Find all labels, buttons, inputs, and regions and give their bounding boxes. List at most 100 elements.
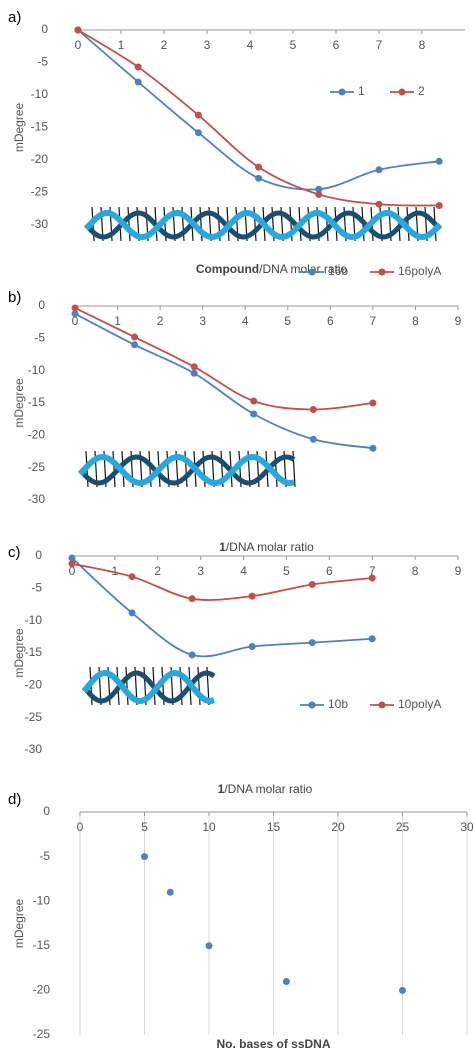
y-axis-label: mDegree xyxy=(12,899,26,949)
data-point xyxy=(190,369,198,377)
y-tick-label: -10 xyxy=(31,87,49,101)
x-tick-label: 7 xyxy=(376,38,383,52)
x-tick-label: 6 xyxy=(327,314,334,328)
y-tick-label: 0 xyxy=(41,22,48,36)
x-tick-label: 9 xyxy=(455,314,462,328)
data-point xyxy=(369,399,377,407)
data-point xyxy=(315,185,323,193)
panel-label: c) xyxy=(8,544,21,561)
data-point xyxy=(369,444,377,452)
y-tick-label: -30 xyxy=(28,492,46,506)
data-point xyxy=(128,573,136,581)
y-tick-label: -25 xyxy=(31,185,49,199)
x-tick-label: 3 xyxy=(197,564,204,578)
data-point xyxy=(166,888,174,896)
x-tick-label: 8 xyxy=(412,314,419,328)
data-point xyxy=(141,853,148,861)
y-axis-label: mDegree xyxy=(12,628,26,678)
dna-strand xyxy=(81,670,215,705)
y-tick-label: -5 xyxy=(39,849,50,863)
legend-marker xyxy=(398,88,406,96)
data-point xyxy=(309,405,317,413)
x-tick-label: 8 xyxy=(412,564,419,578)
legend-label: 16b xyxy=(328,264,348,278)
x-axis-label-bold: 1 xyxy=(218,782,225,796)
x-axis-label-bold: No. bases of ssDNA xyxy=(216,1037,330,1051)
dna-strand xyxy=(77,453,295,487)
x-tick-label: 0 xyxy=(77,820,84,834)
y-tick-label: 0 xyxy=(38,298,45,312)
x-tick-label: 6 xyxy=(326,564,333,578)
y-tick-label: -15 xyxy=(28,395,46,409)
data-point xyxy=(190,363,198,371)
y-tick-label: -5 xyxy=(34,331,45,345)
y-tick-label: -15 xyxy=(31,120,49,134)
data-point xyxy=(131,341,139,349)
data-point xyxy=(188,595,196,603)
x-axis-label: Compound/DNA molar ratio xyxy=(196,262,348,276)
y-axis-label: mDegree xyxy=(12,378,26,428)
panel-label: a) xyxy=(8,9,21,26)
x-tick-label: 5 xyxy=(290,38,297,52)
data-point xyxy=(435,157,443,165)
legend-label: 2 xyxy=(418,84,425,98)
x-tick-label: 0 xyxy=(75,38,82,52)
data-point xyxy=(71,310,79,318)
x-axis-label: 1/DNA molar ratio xyxy=(219,540,314,554)
x-tick-label: 7 xyxy=(369,564,376,578)
legend-label: 10b xyxy=(328,697,348,711)
x-tick-label: 25 xyxy=(396,820,410,834)
series-line xyxy=(74,312,374,450)
data-point xyxy=(435,202,443,209)
data-point xyxy=(248,643,256,651)
x-tick-label: 4 xyxy=(242,314,249,328)
y-tick-label: -10 xyxy=(33,893,51,907)
legend-marker xyxy=(308,701,316,709)
data-point xyxy=(309,435,317,443)
x-tick-label: 5 xyxy=(283,564,290,578)
legend-marker xyxy=(308,268,316,276)
data-point xyxy=(315,190,323,198)
legend-marker xyxy=(338,88,346,96)
x-tick-label: 8 xyxy=(419,38,426,52)
data-point xyxy=(68,554,76,562)
data-point xyxy=(368,635,376,643)
data-point xyxy=(255,163,263,171)
data-point xyxy=(255,174,263,182)
y-tick-label: -25 xyxy=(28,460,46,474)
x-tick-label: 1 xyxy=(114,314,121,328)
y-tick-label: -30 xyxy=(31,217,49,231)
x-tick-label: 2 xyxy=(161,38,168,52)
x-tick-label: 6 xyxy=(333,38,340,52)
data-point xyxy=(194,111,202,119)
x-tick-label: 2 xyxy=(154,564,161,578)
x-axis-label-text: /DNA molar ratio xyxy=(259,262,347,276)
y-tick-label: -30 xyxy=(25,742,43,756)
x-tick-label: 4 xyxy=(247,38,254,52)
y-tick-label: -20 xyxy=(31,152,49,166)
data-point xyxy=(205,942,213,950)
data-point xyxy=(250,410,258,418)
data-point xyxy=(375,166,383,174)
dna-base xyxy=(274,450,278,488)
legend-label: 10polyA xyxy=(398,697,441,711)
dna-strand xyxy=(78,454,296,486)
data-point xyxy=(308,580,316,588)
x-tick-label: 3 xyxy=(199,314,206,328)
x-tick-label: 10 xyxy=(202,820,216,834)
y-tick-label: -20 xyxy=(33,983,51,997)
x-tick-label: 5 xyxy=(284,314,291,328)
x-axis-label-text: /DNA molar ratio xyxy=(226,540,314,554)
panel-label: b) xyxy=(8,289,21,306)
data-point xyxy=(131,333,139,341)
dna-base xyxy=(406,206,410,242)
y-tick-label: -10 xyxy=(25,613,43,627)
y-tick-label: 0 xyxy=(35,548,42,562)
y-tick-label: -10 xyxy=(28,363,46,377)
x-tick-label: 0 xyxy=(69,564,76,578)
y-tick-label: -5 xyxy=(31,581,42,595)
x-tick-label: 20 xyxy=(331,820,345,834)
x-tick-label: 9 xyxy=(455,564,462,578)
